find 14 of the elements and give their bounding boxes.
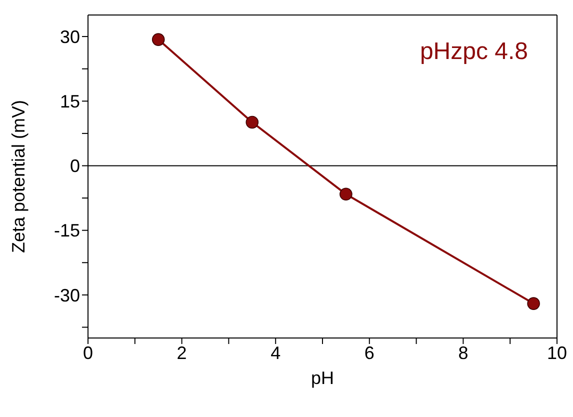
y-tick-label: 0 bbox=[70, 156, 80, 176]
x-tick-label: 2 bbox=[176, 342, 187, 363]
x-tick-label: 8 bbox=[458, 342, 468, 363]
x-tick-label: 4 bbox=[270, 342, 281, 363]
y-axis-title: Zeta potential (mV) bbox=[8, 100, 28, 254]
y-tick-label: 15 bbox=[60, 92, 80, 112]
x-tick-label: 6 bbox=[364, 342, 374, 363]
x-tick-label: 10 bbox=[546, 342, 568, 363]
annotation: pHzpc 4.8 bbox=[420, 38, 528, 66]
x-axis-title: pH bbox=[310, 368, 334, 388]
x-tick-label: 0 bbox=[82, 342, 94, 363]
y-tick-label: -15 bbox=[54, 220, 80, 241]
y-tick-label: 30 bbox=[60, 26, 80, 47]
y-tick-label: -30 bbox=[54, 285, 80, 306]
